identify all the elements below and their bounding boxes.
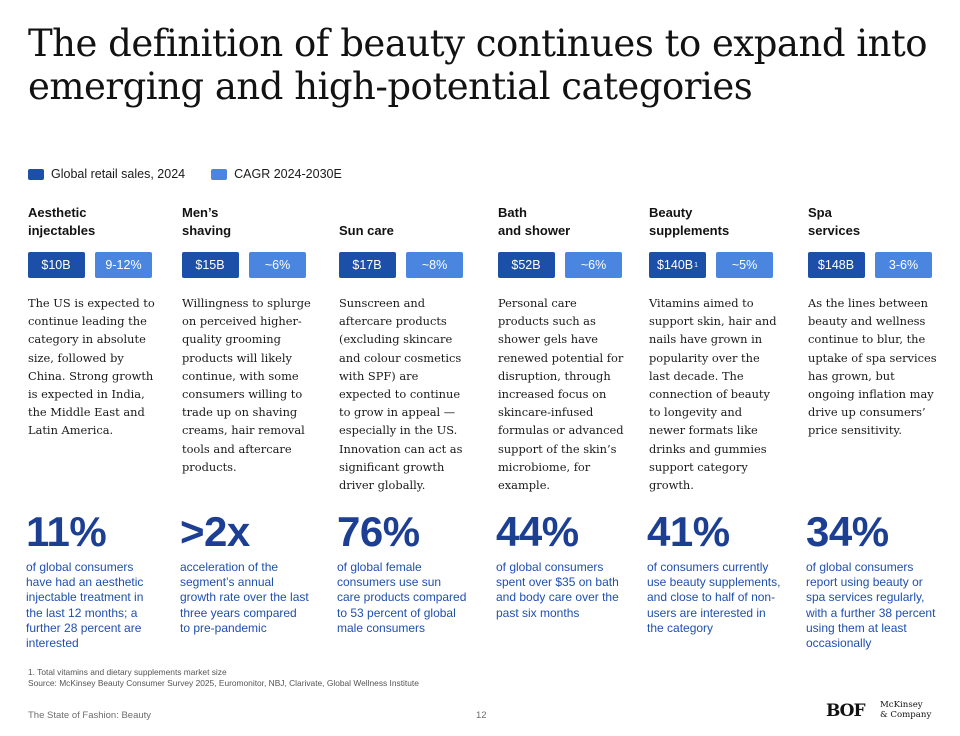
category-badges: $15B ~6%	[182, 252, 316, 278]
category-badges: $148B 3-6%	[808, 252, 942, 278]
category-column-beauty-supplements: Beauty supplements $140B 1 ~5% Vitamins ai…	[649, 204, 781, 494]
category-name-line1: Bath	[498, 205, 527, 220]
cagr-badge: ~6%	[565, 252, 622, 278]
legend-swatch-sales	[28, 168, 44, 180]
bof-logo: BOF	[826, 701, 866, 721]
cagr-badge: ~5%	[716, 252, 773, 278]
stat-description: of consumers currently use beauty supple…	[647, 560, 781, 635]
source-note: Source: McKinsey Beauty Consumer Survey …	[28, 678, 419, 688]
category-name: Men’s shaving	[182, 204, 316, 240]
page-title: The definition of beauty continues to ex…	[28, 22, 928, 108]
sales-badge: $15B	[182, 252, 239, 278]
stat-value: 11%	[26, 508, 107, 555]
stat-mens-shaving: >2x acceleration of the segment’s annual…	[180, 508, 310, 636]
category-name-line1: Aesthetic	[28, 205, 87, 220]
category-name: Sun care	[339, 204, 469, 240]
sales-badge: $140B 1	[649, 252, 706, 278]
category-column-mens-shaving: Men’s shaving $15B ~6% Willingness to spl…	[182, 204, 316, 476]
category-name: Bath and shower	[498, 204, 628, 240]
stat-value: 34%	[806, 508, 889, 555]
category-name-line1: Beauty	[649, 205, 693, 220]
stat-value: 76%	[337, 508, 420, 555]
legend-label-cagr: CAGR 2024-2030E	[234, 167, 342, 181]
category-description: The US is expected to continue leading t…	[28, 296, 155, 438]
stat-description: of global female consumers use sun care …	[337, 560, 467, 635]
category-badges: $17B ~8%	[339, 252, 469, 278]
sales-badge: $17B	[339, 252, 396, 278]
sales-badge: $10B	[28, 252, 85, 278]
sales-badge: $52B	[498, 252, 555, 278]
stat-description: of global consumers report using beauty …	[806, 560, 936, 651]
category-column-aesthetic-injectables: Aesthetic injectables $10B 9-12% The US i…	[28, 204, 156, 440]
legend-item-cagr: CAGR 2024-2030E	[211, 167, 342, 181]
category-name-line2: supplements	[649, 223, 730, 238]
sales-badge: $148B	[808, 252, 865, 278]
mckinsey-logo: McKinsey & Company	[880, 700, 931, 720]
mckinsey-logo-line1: McKinsey	[880, 700, 923, 710]
category-name: Aesthetic injectables	[28, 204, 156, 240]
category-badges: $140B 1 ~5%	[649, 252, 781, 278]
category-name-line2: injectables	[28, 223, 96, 238]
stat-description: of global consumers spent over $35 on ba…	[496, 560, 619, 620]
category-description: Sunscreen and aftercare products (exclud…	[339, 296, 463, 493]
category-description: As the lines between beauty and wellness…	[808, 296, 937, 438]
stat-description: acceleration of the segment’s annual gro…	[180, 560, 309, 635]
category-name: Beauty supplements	[649, 204, 781, 240]
legend-label-sales: Global retail sales, 2024	[51, 167, 186, 181]
category-name-line1: Spa	[808, 205, 832, 220]
category-name-line2: Sun care	[339, 223, 394, 238]
category-description: Personal care products such as shower ge…	[498, 296, 624, 493]
category-name: Spa services	[808, 204, 942, 240]
cagr-badge: ~8%	[406, 252, 463, 278]
legend-swatch-cagr	[211, 168, 228, 180]
stat-beauty-supplements: 41% of consumers currently use beauty su…	[647, 508, 781, 636]
stat-spa-services: 34% of global consumers report using bea…	[806, 508, 940, 651]
footnote-1: 1. Total vitamins and dietary supplement…	[28, 667, 227, 677]
page-number: 12	[476, 710, 487, 721]
category-name-line2: services	[808, 223, 861, 238]
category-name-line2: shaving	[182, 223, 232, 238]
category-description: Vitamins aimed to support skin, hair and…	[649, 296, 777, 493]
category-description: Willingness to splurge on perceived high…	[182, 296, 311, 474]
cagr-badge: 3-6%	[875, 252, 932, 278]
category-name-line1: Men’s	[182, 205, 219, 220]
category-column-spa-services: Spa services $148B 3-6% As the lines betw…	[808, 204, 942, 440]
footnote: 1. Total vitamins and dietary supplement…	[28, 667, 419, 689]
stat-aesthetic-injectables: 11% of global consumers have had an aest…	[26, 508, 156, 651]
stat-value: 44%	[496, 508, 579, 555]
stat-value: >2x	[180, 508, 250, 555]
legend: Global retail sales, 2024 CAGR 2024-2030…	[28, 167, 342, 181]
category-column-sun-care: Sun care $17B ~8% Sunscreen and aftercar…	[339, 204, 469, 494]
category-name-line2: and shower	[498, 223, 571, 238]
footer-publication: The State of Fashion: Beauty	[28, 710, 152, 721]
stat-description: of global consumers have had an aestheti…	[26, 560, 144, 651]
category-badges: $52B ~6%	[498, 252, 628, 278]
stat-value: 41%	[647, 508, 730, 555]
legend-item-sales: Global retail sales, 2024	[28, 167, 185, 181]
stat-bath-and-shower: 44% of global consumers spent over $35 o…	[496, 508, 626, 621]
cagr-badge: ~6%	[249, 252, 306, 278]
cagr-badge: 9-12%	[95, 252, 152, 278]
mckinsey-logo-line2: & Company	[880, 710, 932, 720]
stat-sun-care: 76% of global female consumers use sun c…	[337, 508, 467, 636]
category-badges: $10B 9-12%	[28, 252, 156, 278]
category-column-bath-and-shower: Bath and shower $52B ~6% Personal care pr…	[498, 204, 628, 494]
